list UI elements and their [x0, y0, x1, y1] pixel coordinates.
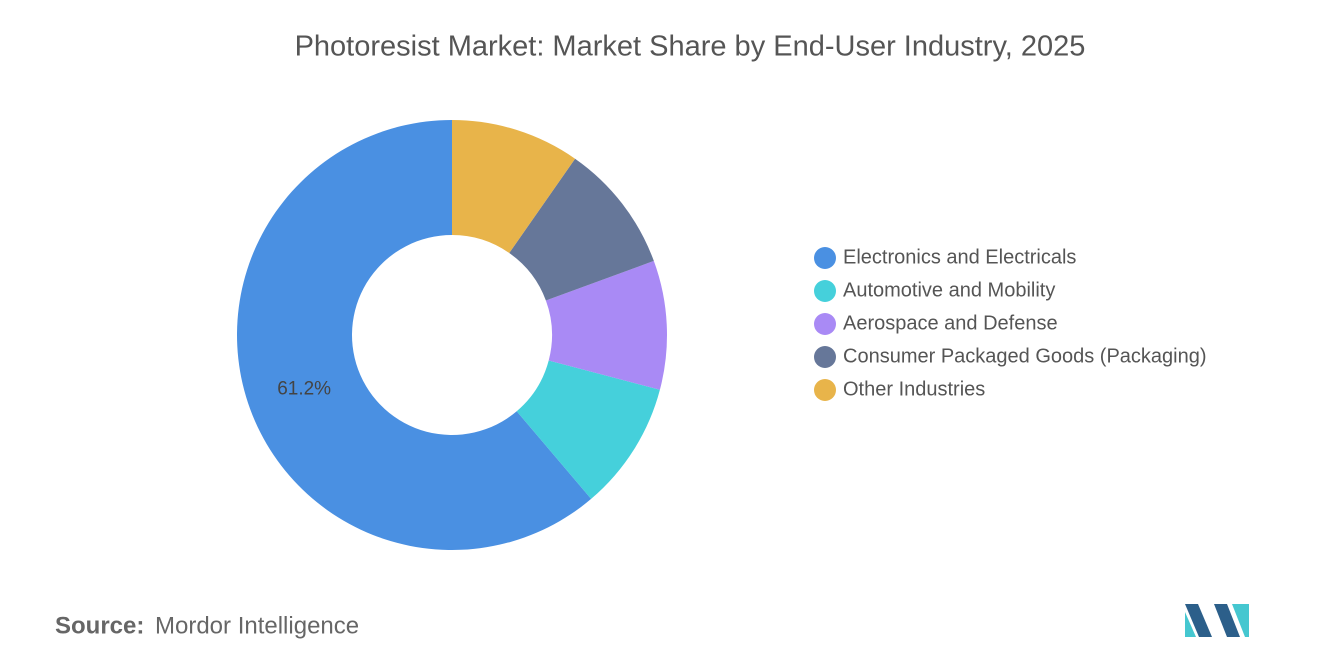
donut-segment — [516, 360, 660, 499]
donut-segment — [509, 158, 654, 301]
donut-segment — [236, 120, 592, 550]
legend-label: Consumer Packaged Goods (Packaging) — [843, 345, 1207, 367]
legend-label: Aerospace and Defense — [843, 312, 1058, 334]
donut-segment — [452, 120, 576, 254]
donut-segment — [545, 260, 667, 390]
legend-swatch — [814, 247, 836, 269]
legend-swatch — [814, 313, 836, 335]
legend-swatch — [814, 379, 836, 401]
logo — [1185, 604, 1249, 637]
data-label: 61.2% — [277, 378, 331, 399]
legend-label: Other Industries — [843, 378, 985, 400]
legend-swatch — [814, 346, 836, 368]
source: Mordor Intelligence — [155, 612, 359, 639]
source-label: Source: — [55, 612, 144, 639]
legend-label: Electronics and Electricals — [843, 246, 1076, 268]
legend-label: Automotive and Mobility — [843, 279, 1055, 301]
chart-title: Photoresist Market: Market Share by End-… — [295, 31, 1086, 63]
legend-swatch — [814, 280, 836, 302]
